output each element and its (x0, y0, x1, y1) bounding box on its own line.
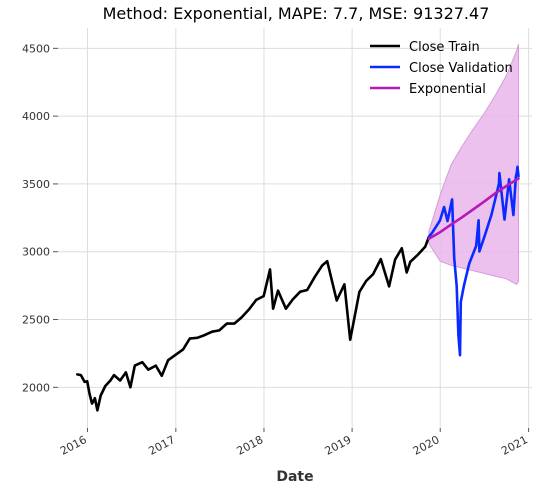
y-tick-label: 3500 (22, 178, 50, 191)
chart-title: Method: Exponential, MAPE: 7.7, MSE: 913… (103, 4, 490, 23)
x-tick-label: 2019 (323, 433, 354, 458)
series-lines (77, 167, 518, 411)
confidence-band (429, 44, 519, 284)
y-tick-label: 2500 (22, 314, 50, 327)
x-tick-label: 2018 (235, 433, 266, 458)
x-tick-label: 2021 (499, 433, 530, 458)
series-line-close-train (77, 237, 429, 411)
y-tick-label: 4500 (22, 42, 50, 55)
legend-label: Exponential (409, 82, 486, 97)
x-tick-label: 2017 (146, 433, 177, 458)
x-axis-label: Date (276, 469, 313, 485)
y-tick-label: 4000 (22, 110, 50, 123)
y-tick-label: 2000 (22, 381, 50, 394)
confidence-band-area (429, 44, 519, 284)
x-tick-label: 2020 (411, 433, 442, 458)
x-tick-label: 2016 (58, 433, 89, 458)
legend-label: Close Train (409, 40, 480, 55)
y-tick-label: 3000 (22, 246, 50, 259)
legend-label: Close Validation (409, 61, 513, 76)
